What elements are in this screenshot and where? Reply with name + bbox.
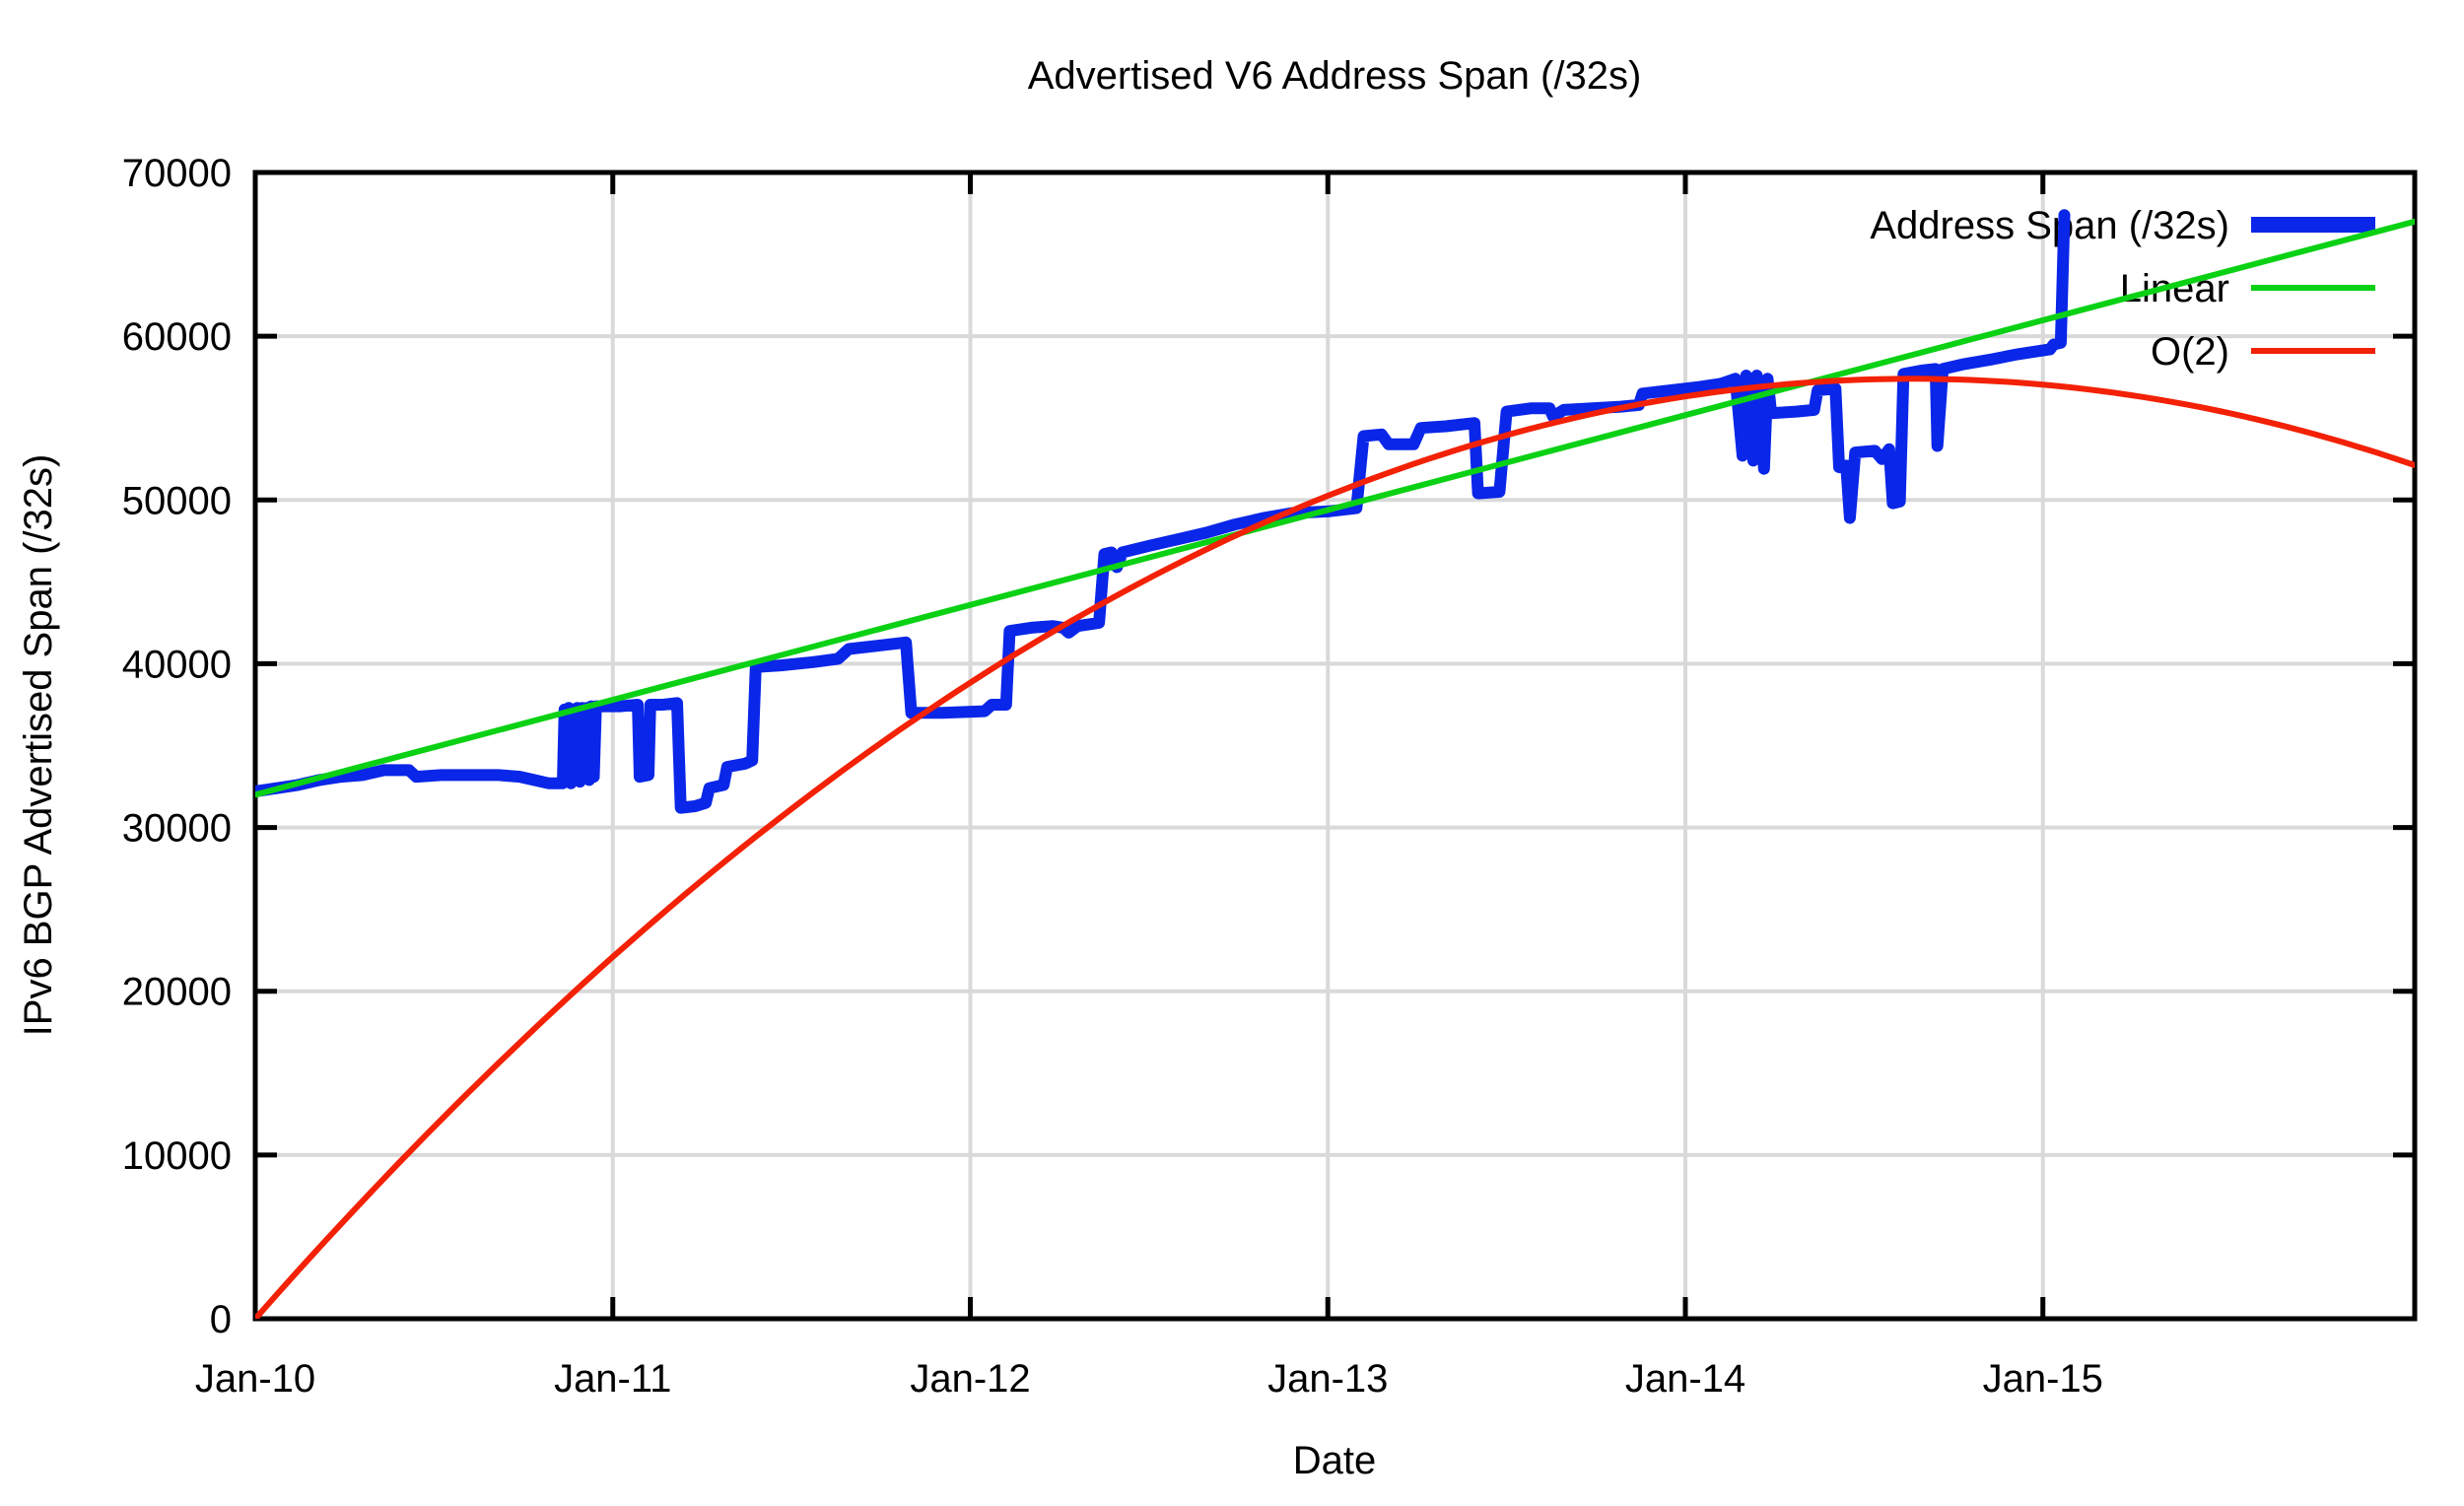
series-o-2-: [255, 376, 2415, 1319]
series-address-span-32s-: [255, 209, 2071, 814]
legend-label-3: O(2): [2151, 330, 2229, 374]
y-tick-label-10000: 10000: [122, 1134, 232, 1178]
x-tick-label-Jan-14: Jan-14: [1625, 1357, 1745, 1401]
tick-label-layer: 0 10000 20000 30000 40000 50000 60000 70000 Jan-…: [122, 152, 2103, 1401]
y-tick-label-70000: 70000: [122, 152, 232, 195]
legend-label-1: Address Span (/32s): [1870, 204, 2229, 247]
tick-layer: [255, 172, 2415, 1319]
x-tick-label-Jan-15: Jan-15: [1983, 1357, 2103, 1401]
series-linear: [255, 218, 2415, 798]
x-axis-label: Date: [1293, 1439, 1377, 1482]
y-tick-label-40000: 40000: [122, 643, 232, 686]
y-tick-label-0: 0: [210, 1298, 232, 1341]
chart-title: Advertised V6 Address Span (/32s): [1028, 54, 1642, 98]
y-tick-label-50000: 50000: [122, 479, 232, 522]
y-tick-label-30000: 30000: [122, 807, 232, 851]
x-tick-label-Jan-12: Jan-12: [910, 1357, 1030, 1401]
series-layer: [255, 209, 2415, 1319]
x-tick-label-Jan-13: Jan-13: [1267, 1357, 1388, 1401]
grid-layer: [255, 172, 2415, 1319]
x-tick-label-Jan-11: Jan-11: [554, 1357, 671, 1401]
x-tick-label-Jan-10: Jan-10: [195, 1357, 315, 1401]
plot-border: [252, 170, 2418, 1322]
y-tick-label-60000: 60000: [122, 315, 232, 359]
y-axis-label: IPv6 BGP Advertised Span (/32s): [17, 454, 60, 1037]
y-tick-label-20000: 20000: [122, 971, 232, 1014]
